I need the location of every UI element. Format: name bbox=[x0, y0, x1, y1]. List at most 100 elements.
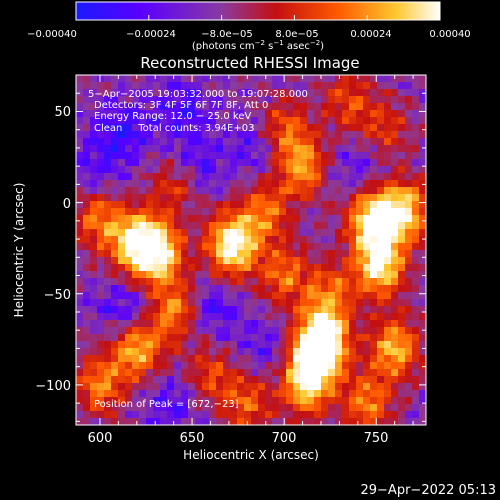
heatmap-cell bbox=[118, 383, 126, 391]
heatmap-cell bbox=[167, 166, 175, 174]
heatmap-cell bbox=[293, 327, 301, 335]
heatmap-cell bbox=[286, 187, 294, 195]
heatmap-cell bbox=[167, 187, 175, 195]
heatmap-cell bbox=[412, 222, 420, 230]
heatmap-cell bbox=[356, 152, 364, 160]
annotation-clean-counts: Clean Total counts: 3.94E+03 bbox=[94, 123, 254, 134]
heatmap-cell bbox=[153, 362, 161, 370]
heatmap-cell bbox=[216, 96, 224, 104]
heatmap-cell bbox=[286, 362, 294, 370]
heatmap-cell bbox=[335, 369, 343, 377]
heatmap-cell bbox=[286, 243, 294, 251]
heatmap-cell bbox=[293, 110, 301, 118]
heatmap-cell bbox=[132, 390, 140, 398]
heatmap-cell bbox=[230, 117, 238, 125]
heatmap-cell bbox=[363, 320, 371, 328]
heatmap-cell bbox=[223, 250, 231, 258]
heatmap-cell bbox=[314, 334, 322, 342]
heatmap-cell bbox=[244, 278, 252, 286]
heatmap-cell bbox=[118, 236, 126, 244]
heatmap-cell bbox=[300, 103, 308, 111]
heatmap-cell bbox=[377, 369, 385, 377]
heatmap-cell bbox=[139, 278, 147, 286]
heatmap-cell bbox=[258, 292, 266, 300]
heatmap-cell bbox=[188, 229, 196, 237]
heatmap-cell bbox=[286, 306, 294, 314]
heatmap-cell bbox=[181, 229, 189, 237]
heatmap-cell bbox=[153, 278, 161, 286]
heatmap-cell bbox=[412, 292, 420, 300]
heatmap-cell bbox=[300, 222, 308, 230]
heatmap-cell bbox=[258, 257, 266, 265]
heatmap-cell bbox=[258, 390, 266, 398]
heatmap-cell bbox=[230, 327, 238, 335]
heatmap-cell bbox=[258, 278, 266, 286]
heatmap-cell bbox=[223, 75, 231, 83]
heatmap-cell bbox=[391, 334, 399, 342]
heatmap-cell bbox=[76, 145, 84, 153]
heatmap-cell bbox=[356, 187, 364, 195]
heatmap-cell bbox=[153, 138, 161, 146]
heatmap-cell bbox=[216, 180, 224, 188]
heatmap-cell bbox=[363, 404, 371, 412]
heatmap-cell bbox=[111, 82, 119, 90]
heatmap-cell bbox=[118, 264, 126, 272]
heatmap-cell bbox=[370, 341, 378, 349]
heatmap-cell bbox=[370, 383, 378, 391]
heatmap-cell bbox=[83, 138, 91, 146]
heatmap-cell bbox=[83, 96, 91, 104]
heatmap-cell bbox=[258, 201, 266, 209]
annotation-block: 5−Apr−2005 19:03:32.000 to 19:07:28.000 … bbox=[88, 89, 308, 134]
heatmap-cell bbox=[293, 411, 301, 419]
heatmap-cell bbox=[342, 194, 350, 202]
heatmap-cell bbox=[265, 250, 273, 258]
heatmap-cell bbox=[419, 285, 426, 293]
heatmap-cell bbox=[104, 145, 112, 153]
heatmap-cell bbox=[272, 299, 280, 307]
heatmap-cell bbox=[160, 131, 168, 139]
heatmap-cell bbox=[363, 152, 371, 160]
heatmap-cell bbox=[279, 327, 287, 335]
heatmap-cell bbox=[174, 166, 182, 174]
heatmap-cell bbox=[349, 404, 357, 412]
heatmap-cell bbox=[202, 96, 210, 104]
heatmap-cell bbox=[90, 376, 98, 384]
heatmap-cell bbox=[349, 75, 357, 83]
heatmap-cell bbox=[90, 411, 98, 419]
heatmap-cell bbox=[412, 299, 420, 307]
heatmap-cell bbox=[146, 138, 154, 146]
heatmap-cell bbox=[195, 264, 203, 272]
heatmap-cell bbox=[237, 159, 245, 167]
heatmap-cell bbox=[160, 411, 168, 419]
heatmap-cell bbox=[202, 243, 210, 251]
heatmap-cell bbox=[167, 138, 175, 146]
heatmap-cell bbox=[174, 180, 182, 188]
heatmap-cell bbox=[251, 390, 259, 398]
heatmap-cell bbox=[181, 173, 189, 181]
heatmap-cell bbox=[97, 236, 105, 244]
heatmap-cell bbox=[356, 103, 364, 111]
heatmap-cell bbox=[307, 292, 315, 300]
heatmap-cell bbox=[384, 397, 392, 405]
heatmap-cell bbox=[174, 201, 182, 209]
heatmap-cell bbox=[139, 243, 147, 251]
heatmap-cell bbox=[398, 306, 406, 314]
heatmap-cell bbox=[300, 285, 308, 293]
heatmap-cell bbox=[167, 222, 175, 230]
heatmap-cell bbox=[307, 103, 315, 111]
heatmap-cell bbox=[356, 313, 364, 321]
heatmap-cell bbox=[167, 383, 175, 391]
heatmap-cell bbox=[258, 299, 266, 307]
heatmap-cell bbox=[286, 278, 294, 286]
heatmap-cell bbox=[300, 215, 308, 223]
heatmap-cell bbox=[111, 376, 119, 384]
heatmap-cell bbox=[279, 285, 287, 293]
heatmap-cell bbox=[104, 243, 112, 251]
heatmap-cell bbox=[230, 173, 238, 181]
heatmap-cell bbox=[160, 313, 168, 321]
heatmap-cell bbox=[293, 82, 301, 90]
heatmap-cell bbox=[293, 257, 301, 265]
heatmap-cell bbox=[405, 306, 413, 314]
heatmap-cell bbox=[321, 327, 329, 335]
heatmap-cell bbox=[265, 313, 273, 321]
